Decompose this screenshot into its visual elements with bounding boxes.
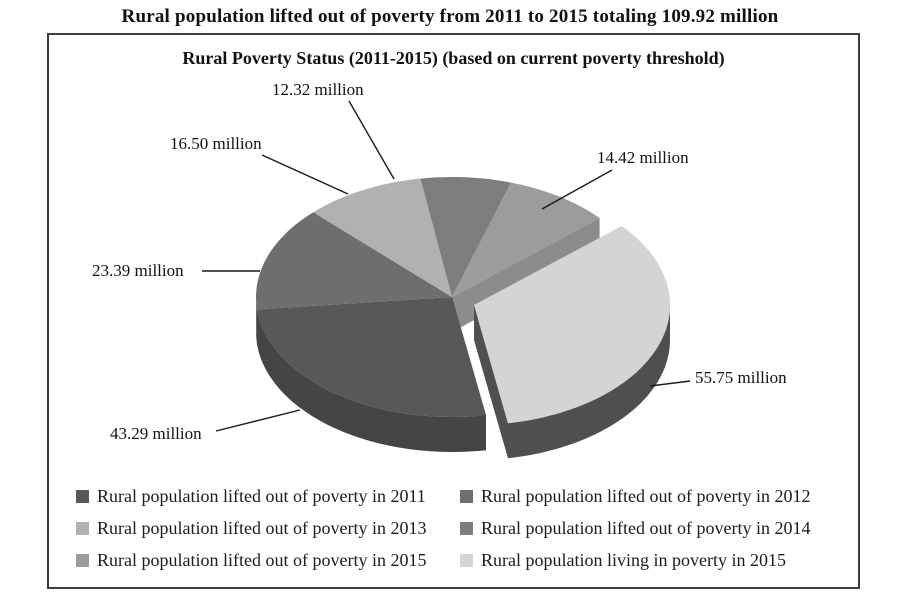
pie-slice xyxy=(420,177,511,297)
legend-item: Rural population lifted out of poverty i… xyxy=(76,518,460,538)
legend-item: Rural population lifted out of poverty i… xyxy=(460,486,844,506)
leader-line xyxy=(649,380,691,387)
data-label: 16.50 million xyxy=(170,134,262,153)
legend-item: Rural population lifted out of poverty i… xyxy=(76,550,460,570)
data-label: 43.29 million xyxy=(110,424,202,443)
pie-cut-wall xyxy=(474,305,508,459)
pie-slice xyxy=(257,297,486,417)
legend-swatch xyxy=(76,553,89,567)
data-label: 12.32 million xyxy=(272,80,364,99)
legend-swatch xyxy=(76,521,89,535)
legend: Rural population lifted out of poverty i… xyxy=(76,486,844,570)
legend-label: Rural population lifted out of poverty i… xyxy=(481,486,811,506)
legend-item: Rural population lifted out of poverty i… xyxy=(460,518,844,538)
legend-item: Rural population living in poverty in 20… xyxy=(460,550,844,570)
leader-line xyxy=(261,154,349,195)
pie-rim-wall xyxy=(256,300,257,345)
legend-item: Rural population lifted out of poverty i… xyxy=(76,486,460,506)
pie-slice xyxy=(474,226,670,424)
leader-line xyxy=(215,409,301,432)
data-label: 55.75 million xyxy=(695,368,787,387)
pie-slice xyxy=(256,212,452,310)
data-label: 14.42 million xyxy=(597,148,689,167)
legend-label: Rural population lifted out of poverty i… xyxy=(97,486,426,506)
pie-slice xyxy=(452,182,600,297)
legend-label: Rural population lifted out of poverty i… xyxy=(97,518,427,538)
pie-slice xyxy=(313,178,452,297)
leader-line xyxy=(541,169,613,210)
leader-line xyxy=(348,100,395,180)
legend-swatch xyxy=(460,521,473,535)
chart-title: Rural Poverty Status (2011-2015) (based … xyxy=(182,48,725,68)
legend-label: Rural population lifted out of poverty i… xyxy=(97,550,427,570)
legend-label: Rural population living in poverty in 20… xyxy=(481,550,786,570)
pie-rim-wall xyxy=(508,306,670,459)
legend-swatch xyxy=(460,553,473,567)
figure-title: Rural population lifted out of poverty f… xyxy=(121,6,779,27)
legend-swatch xyxy=(460,489,473,503)
legend-label: Rural population lifted out of poverty i… xyxy=(481,518,811,538)
data-label: 23.39 million xyxy=(92,261,184,280)
legend-swatch xyxy=(76,489,89,503)
pie-rim-wall xyxy=(257,309,486,452)
